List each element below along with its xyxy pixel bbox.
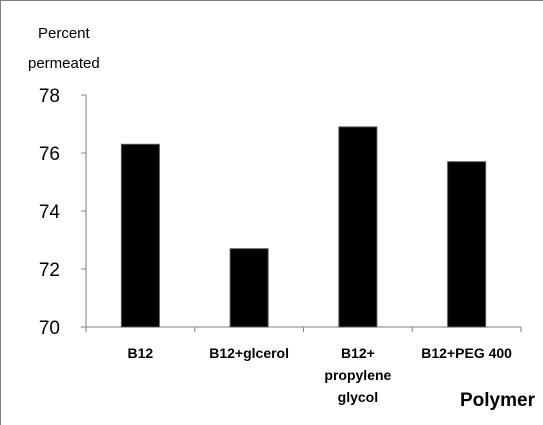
x-category-label: B12+	[341, 345, 375, 361]
y-tick-label: 70	[39, 318, 60, 339]
bars	[120, 126, 487, 328]
bar	[338, 126, 378, 328]
x-category-label: B12+glcerol	[209, 345, 289, 361]
bar	[447, 161, 487, 328]
bar	[229, 248, 269, 328]
x-category-label: B12	[128, 345, 154, 361]
y-tick-label: 76	[39, 144, 60, 165]
y-tick-label: 78	[39, 86, 60, 107]
x-category-label: B12+PEG 400	[421, 345, 512, 361]
y-tick-label: 74	[39, 202, 61, 223]
y-tick-label: 72	[39, 260, 60, 281]
bar	[120, 143, 160, 328]
y-axis-label-line-2: permeated	[28, 55, 100, 72]
y-tick-labels: 70 72 74 76 78	[39, 86, 61, 339]
x-category-label: propylene	[324, 367, 391, 383]
x-category-label: glycol	[338, 389, 378, 405]
x-axis-label: Polymer	[460, 390, 536, 411]
x-category-labels: B12 B12+glcerol B12+ propylene glycol B12+PEG…	[128, 345, 513, 405]
y-axis-label-line-1: Percent	[38, 25, 91, 42]
